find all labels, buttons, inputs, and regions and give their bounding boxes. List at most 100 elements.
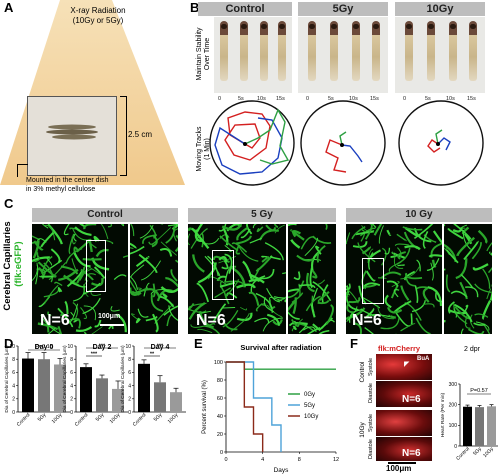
c-marker-label: (flk:eGFP) <box>13 241 24 287</box>
f-control-label: Control <box>359 361 366 383</box>
d-bar <box>38 359 50 412</box>
d-bar <box>54 364 66 412</box>
e-legend-label: 0Gy <box>304 392 315 398</box>
mount-note-line1: Mounted in the center dish <box>26 177 109 184</box>
c-image-5gy <box>188 224 286 334</box>
d-y-tick-label: 6 <box>70 370 73 376</box>
e-y-label: Percent survival (%) <box>202 380 208 434</box>
f-diastole-label: Diastole <box>368 383 374 403</box>
dimension-label: 2.5 cm <box>128 130 153 139</box>
d-y-tick-label: 10 <box>125 344 131 350</box>
d-chart-title: Day 4 <box>151 344 170 351</box>
d-x-tick-label: Control <box>74 412 90 428</box>
f-heart-10gy-diastole <box>376 437 432 461</box>
b-row1-label-line2: Over Time <box>204 37 211 71</box>
d-x-tick-label: 10Gy <box>167 412 180 425</box>
panel-label-c: C <box>4 196 14 211</box>
c-header-10gy: 10 Gy <box>346 208 492 222</box>
d-y-tick-label: 4 <box>12 383 15 389</box>
d-sig-label: *** <box>157 344 164 350</box>
d-x-tick-label: Control <box>16 412 32 428</box>
f-bua-label: BuA <box>417 356 430 362</box>
b-time-10s: 10s <box>257 96 266 102</box>
b-time-0: 0 <box>306 96 310 102</box>
d-bar <box>96 378 108 412</box>
b-time-0: 0 <box>403 96 407 102</box>
d-x-tick-label: 5Gy <box>37 412 48 423</box>
d-chart-title: Day 0 <box>35 344 54 351</box>
b-time-5s: 5s <box>425 96 431 102</box>
c-zoom-5gy <box>288 224 336 334</box>
f-bar <box>475 407 484 446</box>
f-y-tick-label: 200 <box>449 402 458 408</box>
f-10gy-label: 10Gy <box>359 422 366 438</box>
c-zoom-10gy <box>444 224 492 334</box>
c-header-5gy: 5 Gy <box>188 208 336 222</box>
d-bar <box>154 382 166 412</box>
d-y-tick-label: 8 <box>70 357 73 363</box>
d-bar <box>138 363 150 412</box>
f-diastole-label: Diastole <box>368 439 374 459</box>
e-y-tick-label: 40 <box>217 414 223 420</box>
e-y-tick-label: 60 <box>217 396 223 402</box>
f-y-tick-label: 0 <box>454 444 457 450</box>
c-zoom-control <box>130 224 178 334</box>
c-scale-bar <box>100 324 124 326</box>
f-y-tick-label: 300 <box>449 382 458 388</box>
d-x-tick-label: 5Gy <box>95 412 106 423</box>
f-heart-control-diastole <box>376 381 432 407</box>
f-n-label: N=6 <box>402 448 421 459</box>
c-image-10gy <box>346 224 442 334</box>
d-x-tick-label: Control <box>132 412 148 428</box>
c-roi-box <box>212 250 234 300</box>
d-bar <box>22 358 34 412</box>
b-fish-10gy <box>395 17 485 93</box>
f-bua-arrow: ◤ <box>404 361 410 368</box>
xray-dose: (10Gy or 5Gy) <box>72 16 124 25</box>
capillary-network <box>188 224 286 334</box>
b-fish-5gy <box>298 17 388 93</box>
f-bar <box>463 406 472 446</box>
e-x-tick-label: 12 <box>333 457 339 463</box>
b-time-10s: 10s <box>349 96 358 102</box>
e-series-5gy <box>226 361 282 452</box>
d-sig-label: *** <box>99 344 106 350</box>
b-header-5gy: 5Gy <box>298 2 388 16</box>
d-y-tick-label: 10 <box>9 344 15 350</box>
f-y-tick-label: 100 <box>449 423 458 429</box>
d-y-tick-label: 4 <box>70 383 73 389</box>
e-y-tick-label: 0 <box>220 450 223 456</box>
d-y-tick-label: 6 <box>12 370 15 376</box>
e-y-tick-label: 20 <box>217 432 223 438</box>
c-n-label: N=6 <box>352 312 382 329</box>
f-scale-bar <box>388 462 416 464</box>
d-y-tick-label: 6 <box>128 370 131 376</box>
e-legend-label: 10Gy <box>304 414 318 420</box>
b-time-5s: 5s <box>238 96 244 102</box>
panel-label-d: D <box>4 336 14 351</box>
panel-label-b: B <box>190 0 200 15</box>
f-heart-10gy-systole <box>376 410 432 436</box>
f-annotation: P=0.57 <box>470 388 488 394</box>
b-header-control: Control <box>198 2 292 16</box>
f-x-tick-label: 5Gy <box>472 446 483 457</box>
b-time-5s: 5s <box>328 96 334 102</box>
c-n-label: N=6 <box>196 312 226 329</box>
panel-f-chart: Heart Rate (Per min) 0 100 200 300 Control 5Gy… <box>440 382 498 462</box>
d-sig-label: *** <box>91 352 98 358</box>
d-y-label: Dia of Cerebral Capillaries (μm) <box>62 345 68 413</box>
dimension-bracket <box>120 96 127 176</box>
mount-arrow <box>17 164 28 177</box>
e-x-tick-label: 8 <box>298 457 301 463</box>
b-header-10gy: 10Gy <box>395 2 485 16</box>
d-y-tick-label: 4 <box>128 383 131 389</box>
e-y-tick-label: 100 <box>214 360 223 366</box>
d-y-tick-label: 10 <box>67 344 73 350</box>
d-x-tick-label: 5Gy <box>153 412 164 423</box>
d-y-tick-label: 2 <box>70 397 73 403</box>
b-time-10s: 10s <box>446 96 455 102</box>
d-y-tick-label: 0 <box>128 410 131 416</box>
b-time-0: 0 <box>218 96 222 102</box>
f-systole-label: Systole <box>368 357 374 377</box>
b-time-15s: 15s <box>370 96 379 102</box>
